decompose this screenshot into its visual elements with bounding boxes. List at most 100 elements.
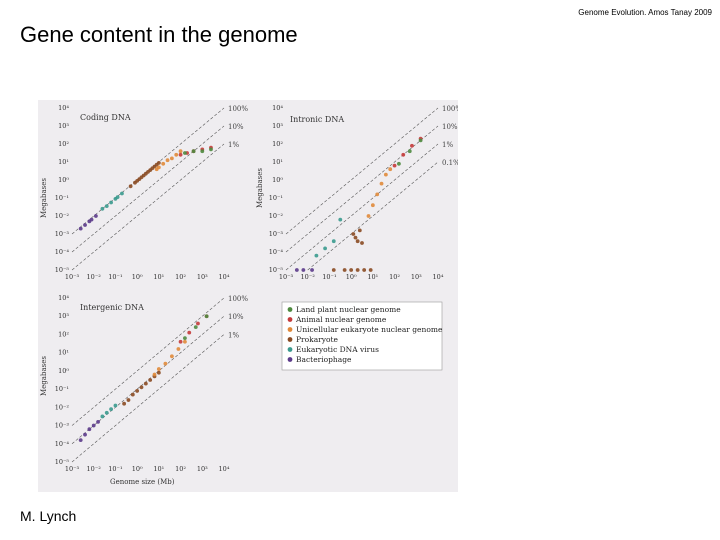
data-point: [165, 158, 170, 163]
x-tick-label: 10⁻³: [279, 273, 294, 281]
data-point: [163, 361, 168, 366]
data-point: [178, 152, 183, 157]
data-point: [174, 152, 179, 157]
data-point: [183, 151, 187, 155]
data-point: [161, 161, 166, 166]
x-tick-label: 10⁴: [433, 273, 444, 281]
data-point: [331, 268, 336, 272]
y-tick-label: 10²: [272, 140, 283, 148]
legend-label: Bacteriophage: [296, 355, 352, 364]
panel-title-intronic: Intronic DNA: [290, 115, 344, 124]
panel-title-intergenic: Intergenic DNA: [80, 303, 144, 312]
data-point: [178, 339, 183, 344]
y-tick-label: 10⁻²: [269, 212, 284, 220]
data-point: [368, 268, 373, 272]
y-tick-label: 10³: [58, 122, 69, 130]
y-tick-label: 10²: [58, 330, 69, 338]
x-tick-label: 10³: [197, 465, 208, 473]
data-point: [355, 239, 360, 244]
data-point: [83, 223, 87, 227]
x-tick-label: 10³: [411, 273, 422, 281]
legend-box: [281, 301, 443, 371]
x-tick-label: 10²: [175, 465, 186, 473]
x-tick-label: 10⁴: [219, 273, 230, 281]
data-point: [93, 214, 98, 218]
data-point: [83, 432, 87, 437]
legend-label: Eukaryotic DNA virus: [296, 345, 379, 354]
reference-line: [71, 107, 225, 235]
data-point: [187, 330, 192, 335]
data-point: [193, 325, 198, 330]
data-point: [156, 370, 161, 375]
y-tick-label: 10⁰: [58, 367, 69, 375]
data-point: [169, 156, 174, 161]
reference-line: [285, 107, 439, 235]
legend-label: Unicellular eukaryote nuclear genome: [296, 325, 443, 334]
credit-text: Genome Evolution. Amos Tanay 2009: [578, 8, 712, 17]
reference-line-label: 1%: [228, 331, 239, 339]
data-point: [120, 191, 124, 196]
x-tick-label: 10⁰: [132, 465, 143, 473]
data-point: [294, 268, 299, 272]
data-point: [78, 438, 83, 443]
data-point: [109, 200, 113, 205]
data-point: [310, 268, 314, 272]
x-tick-label: 10⁻²: [87, 273, 102, 281]
y-tick-label: 10⁻³: [55, 230, 70, 238]
x-tick-label: 10⁰: [346, 273, 357, 281]
y-tick-label: 10¹: [58, 158, 69, 166]
data-point: [78, 226, 83, 231]
reference-line: [71, 315, 225, 445]
panel-0: 10⁻⁵ 10⁻⁴ 10⁻³ 10⁻² 10⁻¹ 10⁰ 10¹ 10² 10³ 10⁴ 10⁻³ 1…: [55, 104, 249, 281]
data-point: [360, 241, 364, 245]
y-tick-label: 10²: [58, 140, 69, 148]
y-tick-label: 10¹: [58, 349, 69, 357]
panel-1: 10⁻⁵ 10⁻⁴ 10⁻³ 10⁻² 10⁻¹ 10⁰ 10¹ 10² 10³ 10⁴ 10⁻³ 1…: [269, 104, 458, 281]
data-point: [176, 347, 181, 351]
x-tick-label: 10⁻³: [65, 465, 80, 473]
y-tick-label: 10¹: [272, 158, 283, 166]
data-point: [323, 246, 327, 251]
data-point: [397, 161, 401, 166]
data-point: [388, 167, 393, 172]
x-tick-label: 10¹: [367, 273, 378, 281]
x-tick-label: 10⁻²: [301, 273, 316, 281]
y-tick-label: 10⁻⁵: [55, 458, 70, 466]
reference-line: [285, 143, 439, 271]
reference-line-label: 100%: [228, 295, 248, 303]
data-point: [143, 381, 148, 386]
y-tick-label: 10⁰: [58, 176, 69, 184]
x-tick-label: 10³: [197, 273, 208, 281]
data-point: [183, 336, 187, 340]
y-tick-label: 10³: [58, 312, 69, 320]
reference-line: [71, 125, 225, 253]
y-tick-label: 10⁻⁴: [55, 440, 70, 448]
x-tick-label: 10⁴: [219, 465, 230, 473]
y-tick-label: 10⁻²: [55, 403, 70, 411]
data-point: [191, 149, 196, 154]
data-point: [351, 232, 356, 236]
y-tick-label: 10⁻⁴: [269, 248, 284, 256]
genome-figure: Coding DNA Intronic DNA Intergenic DNA M…: [40, 104, 458, 486]
reference-line-label: 1%: [228, 141, 239, 149]
x-tick-label: 10⁰: [132, 273, 143, 281]
y-tick-label: 10⁻¹: [55, 385, 70, 393]
data-point: [100, 414, 105, 419]
data-point: [375, 192, 380, 197]
reference-line: [71, 297, 225, 426]
reference-line: [71, 334, 225, 463]
x-tick-label: 10⁻¹: [108, 273, 123, 281]
data-point: [379, 181, 384, 186]
reference-line-label: 10%: [442, 123, 458, 131]
y-tick-label: 10³: [272, 122, 283, 130]
reference-line-label: 10%: [228, 313, 244, 321]
figure-panel: Coding DNA Intronic DNA Intergenic DNA M…: [38, 100, 458, 492]
data-point: [331, 239, 336, 244]
data-point: [178, 149, 183, 154]
panel-title-coding: Coding DNA: [80, 113, 131, 122]
data-point: [200, 149, 205, 154]
data-point: [169, 354, 174, 359]
data-point: [370, 203, 375, 208]
x-tick-label: 10²: [389, 273, 400, 281]
data-point: [362, 268, 367, 272]
